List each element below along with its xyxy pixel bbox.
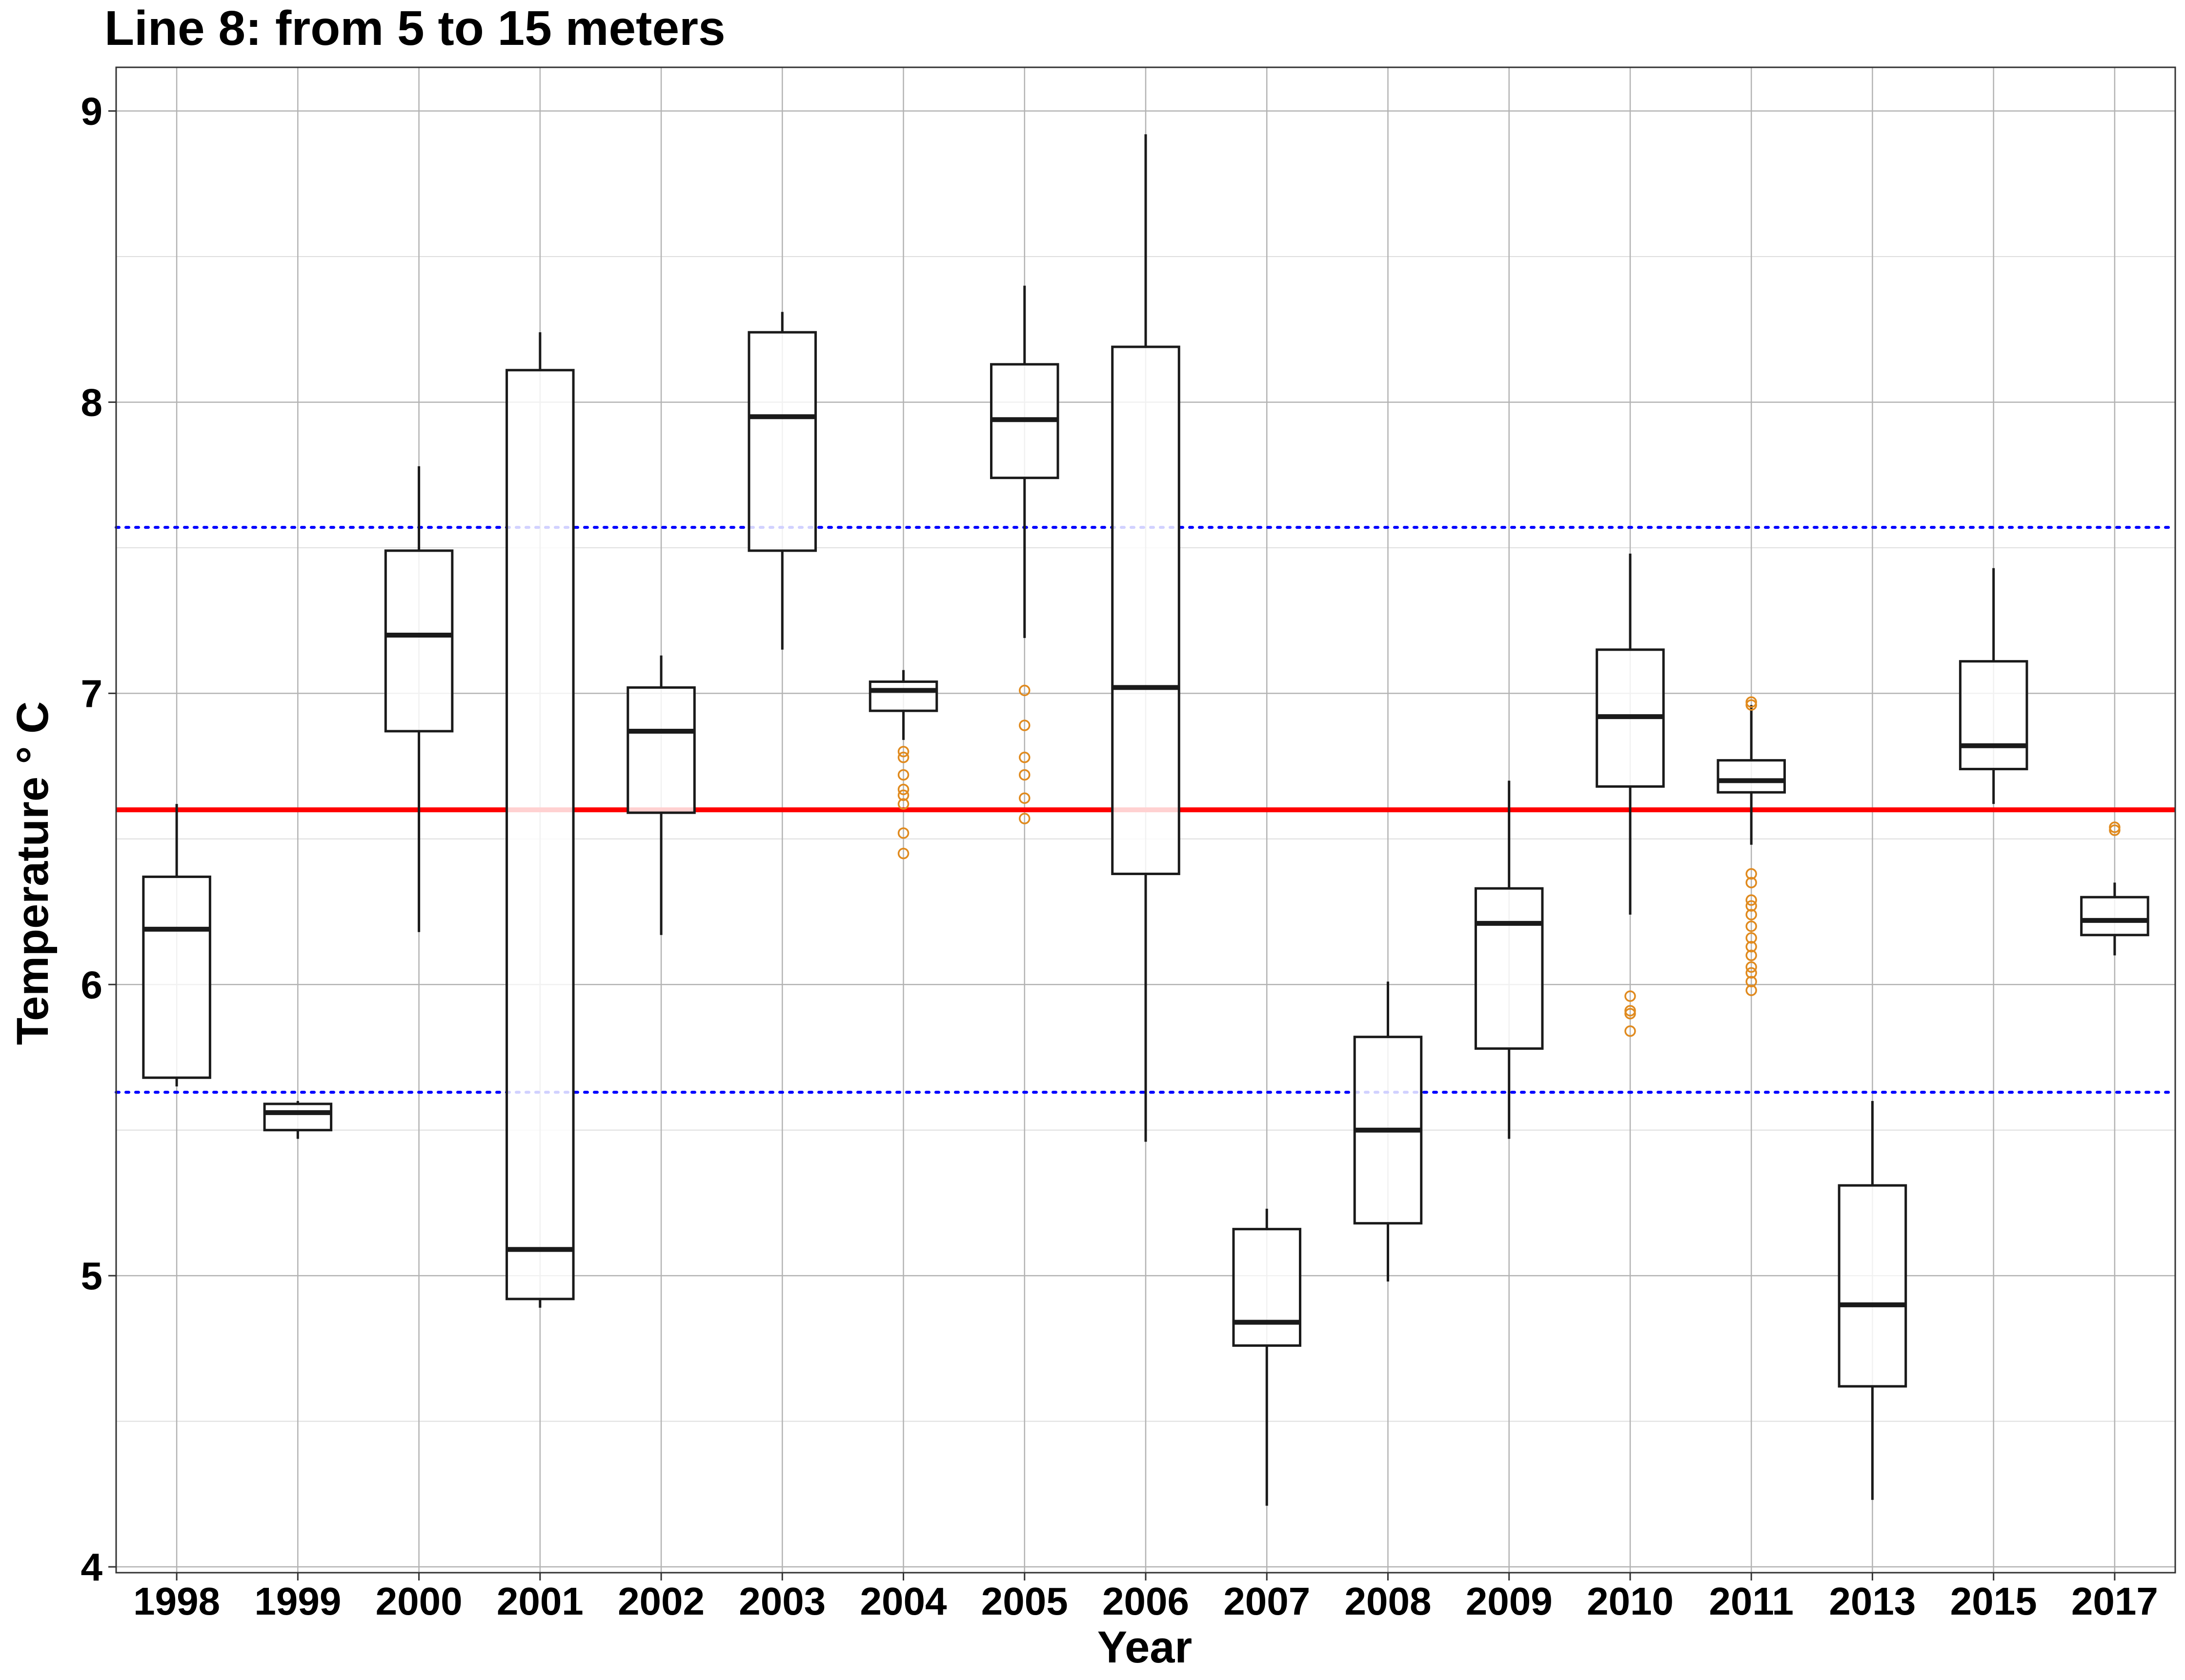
outlier-point xyxy=(897,769,910,781)
outlier-point xyxy=(1019,684,1031,697)
x-axis-title: Year xyxy=(1097,1622,1192,1672)
iqr-box xyxy=(1474,887,1544,1050)
iqr-box xyxy=(1232,1228,1302,1347)
iqr-box xyxy=(2080,896,2149,937)
y-tick-label: 9 xyxy=(81,90,103,133)
y-axis: 4 5 6 7 8 9 xyxy=(81,90,116,1589)
outlier-point xyxy=(1745,699,1757,711)
outlier-point xyxy=(1745,940,1757,953)
x-tick-label: 2017 xyxy=(2071,1580,2158,1623)
iqr-box xyxy=(263,1102,333,1132)
y-tick-label: 4 xyxy=(81,1545,103,1589)
x-tick-label: 2007 xyxy=(1223,1580,1310,1623)
outlier-point xyxy=(1745,976,1757,988)
boxplot-2010 xyxy=(1596,553,1665,1037)
x-tick-label: 2003 xyxy=(739,1580,826,1623)
outlier-point xyxy=(1745,894,1757,906)
outlier-point xyxy=(1745,984,1757,996)
boxplot-1998 xyxy=(142,804,211,1087)
outlier-point xyxy=(1745,967,1757,979)
outlier-point xyxy=(1745,909,1757,920)
outlier-point xyxy=(1019,751,1031,763)
boxplot-2002 xyxy=(627,655,696,935)
x-tick-label: 2010 xyxy=(1587,1580,1674,1623)
outlier-point xyxy=(1745,932,1757,944)
outlier-point xyxy=(1019,813,1031,824)
boxplot-2006 xyxy=(1111,134,1180,1142)
x-tick-label: 2002 xyxy=(618,1580,705,1623)
y-tick-label: 5 xyxy=(81,1254,103,1298)
x-tick-label: 2015 xyxy=(1950,1580,2037,1623)
outlier-point xyxy=(897,847,910,860)
outlier-point xyxy=(2109,824,2121,836)
x-tick-label: 2008 xyxy=(1344,1580,1431,1623)
outlier-point xyxy=(1745,877,1757,889)
boxplot-2005 xyxy=(990,285,1059,824)
outlier-point xyxy=(1745,900,1757,912)
iqr-box xyxy=(1959,660,2028,771)
x-tick-label: 2000 xyxy=(376,1580,463,1623)
iqr-box xyxy=(1838,1184,1907,1388)
y-tick-label: 8 xyxy=(81,380,103,424)
x-axis: 1998 1999 2000 2001 2002 2003 2004 2005 2006 2007… xyxy=(133,1573,2158,1623)
iqr-box xyxy=(506,369,575,1300)
y-tick-label: 7 xyxy=(81,672,103,715)
iqr-box xyxy=(1717,759,1786,794)
boxplot-2007 xyxy=(1232,1208,1302,1506)
outlier-point xyxy=(1624,990,1636,1002)
x-tick-label: 1998 xyxy=(133,1580,220,1623)
boxplot-2013 xyxy=(1838,1101,1907,1500)
outlier-point xyxy=(1624,1025,1636,1037)
outlier-point xyxy=(1019,720,1031,731)
outlier-point xyxy=(1745,961,1757,973)
x-tick-label: 2013 xyxy=(1829,1580,1916,1623)
box-series xyxy=(142,134,2149,1506)
outlier-point xyxy=(897,751,910,763)
boxplot-2000 xyxy=(384,466,454,932)
iqr-box xyxy=(142,875,211,1079)
outlier-point xyxy=(1745,949,1757,961)
y-tick-label: 6 xyxy=(81,963,103,1006)
outlier-point xyxy=(897,745,910,758)
outlier-point xyxy=(897,798,910,810)
x-tick-label: 2004 xyxy=(860,1580,947,1623)
boxplot-2003 xyxy=(748,312,817,650)
boxplot-2001 xyxy=(506,332,575,1308)
outlier-point xyxy=(1019,792,1031,804)
x-tick-label: 2006 xyxy=(1102,1580,1189,1623)
boxplot-2011 xyxy=(1717,696,1786,996)
outlier-point xyxy=(897,827,910,839)
boxplot-2017 xyxy=(2080,821,2149,956)
x-tick-label: 2011 xyxy=(1709,1580,1794,1623)
iqr-box xyxy=(748,331,817,552)
outlier-point xyxy=(1745,868,1757,880)
outlier-point xyxy=(1019,769,1031,781)
iqr-box xyxy=(1111,345,1180,875)
boxplot-2008 xyxy=(1353,981,1423,1282)
x-tick-label: 2001 xyxy=(497,1580,584,1623)
iqr-box xyxy=(384,549,454,733)
iqr-box xyxy=(627,686,696,814)
boxplot-2004 xyxy=(869,670,938,860)
x-tick-label: 1999 xyxy=(254,1580,341,1623)
y-axis-title: Temperature ° C xyxy=(8,701,58,1045)
outlier-point xyxy=(1624,1008,1636,1020)
boxplot-2015 xyxy=(1959,568,2028,804)
boxplot-2009 xyxy=(1474,780,1544,1139)
x-tick-label: 2009 xyxy=(1466,1580,1553,1623)
x-tick-label: 2005 xyxy=(981,1580,1068,1623)
outlier-point xyxy=(897,789,910,801)
outlier-point xyxy=(897,783,910,796)
outlier-point xyxy=(1745,920,1757,932)
iqr-box xyxy=(869,680,938,712)
boxplot-1999 xyxy=(263,1101,333,1139)
chart-title: Line 8: from 5 to 15 meters xyxy=(104,1,726,56)
